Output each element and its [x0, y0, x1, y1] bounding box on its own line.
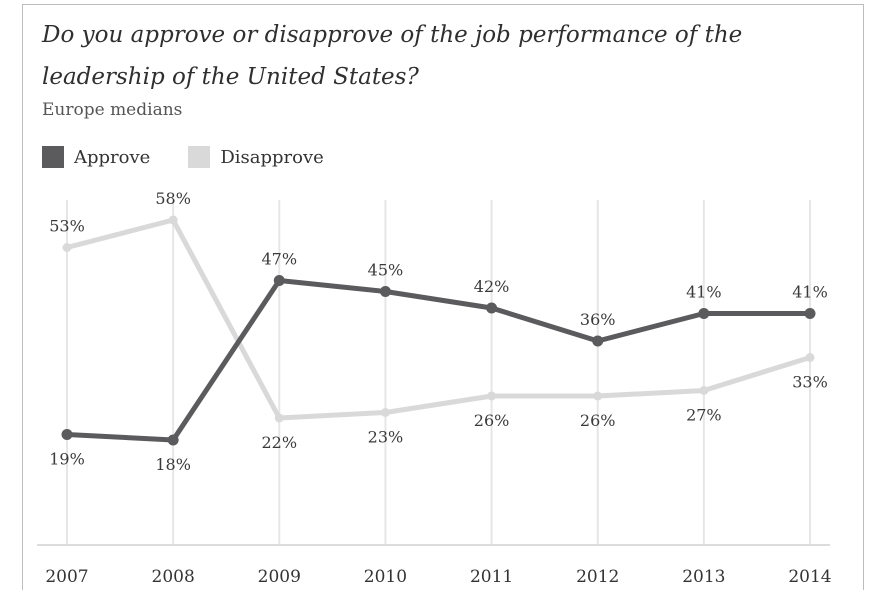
- point-approve-2008: [167, 434, 179, 446]
- point-approve-2010: [379, 286, 391, 297]
- data-label-disapprove-2007: 53%: [49, 217, 85, 236]
- legend-swatch-approve: [42, 146, 64, 168]
- point-disapprove-2008: [168, 215, 178, 225]
- series-lines: [64, 217, 813, 443]
- data-label-approve-2013: 41%: [686, 283, 722, 302]
- x-tick-label-2011: 2011: [470, 567, 513, 587]
- point-disapprove-2014: [805, 353, 815, 362]
- point-disapprove-2007: [62, 243, 72, 252]
- data-label-approve-2007: 19%: [49, 450, 85, 469]
- data-label-approve-2014: 41%: [792, 283, 828, 302]
- data-labels: 19% 53% 18% 58% 47% 22% 45% 23% 42% 26% 36% 26% 41% 2…: [49, 189, 828, 474]
- data-label-disapprove-2011: 26%: [474, 411, 510, 430]
- point-approve-2009: [273, 275, 285, 286]
- x-tick-label-2010: 2010: [364, 567, 407, 587]
- x-tick-label-2013: 2013: [682, 567, 725, 587]
- series-line-approve: [64, 278, 813, 443]
- data-label-approve-2010: 45%: [368, 261, 404, 280]
- legend-label-disapprove: Disapprove: [220, 146, 324, 168]
- data-label-disapprove-2010: 23%: [368, 428, 404, 447]
- x-axis-ticks: 2007 2008 2009 2010 2011 2012 2013 2014: [45, 567, 831, 587]
- point-approve-2013: [698, 308, 710, 319]
- point-approve-2011: [486, 302, 498, 314]
- legend-item-disapprove: Disapprove: [188, 146, 324, 168]
- point-approve-2012: [592, 335, 604, 347]
- point-disapprove-2009: [274, 413, 284, 423]
- legend-item-approve: Approve: [42, 146, 150, 168]
- point-disapprove-2010: [380, 408, 390, 417]
- x-tick-label-2008: 2008: [152, 567, 195, 587]
- x-tick-label-2014: 2014: [788, 567, 831, 587]
- point-disapprove-2012: [593, 391, 603, 401]
- point-disapprove-2013: [699, 386, 709, 395]
- point-approve-2014: [804, 308, 816, 319]
- series-line-disapprove: [64, 217, 813, 421]
- chart-title: Do you approve or disapprove of the job …: [42, 22, 743, 90]
- data-label-disapprove-2013: 27%: [686, 406, 722, 425]
- data-label-approve-2011: 42%: [474, 277, 510, 296]
- data-points: [61, 215, 816, 446]
- data-label-approve-2008: 18%: [155, 455, 191, 474]
- data-label-approve-2009: 47%: [262, 250, 298, 269]
- chart-legend: Approve Disapprove: [42, 146, 362, 168]
- data-label-disapprove-2008: 58%: [155, 189, 191, 208]
- data-label-disapprove-2012: 26%: [580, 411, 616, 430]
- chart-subtitle: Europe medians: [42, 100, 183, 120]
- data-label-approve-2012: 36%: [580, 310, 616, 329]
- x-tick-label-2007: 2007: [45, 567, 88, 587]
- chart-frame: [22, 4, 864, 590]
- grid-lines: [37, 200, 830, 546]
- point-disapprove-2011: [487, 391, 497, 401]
- x-tick-label-2009: 2009: [258, 567, 301, 587]
- data-label-disapprove-2014: 33%: [792, 373, 828, 392]
- data-label-disapprove-2009: 22%: [262, 433, 298, 452]
- x-tick-label-2012: 2012: [576, 567, 619, 587]
- legend-swatch-disapprove: [188, 146, 211, 168]
- legend-label-approve: Approve: [74, 146, 151, 168]
- point-approve-2007: [61, 429, 73, 440]
